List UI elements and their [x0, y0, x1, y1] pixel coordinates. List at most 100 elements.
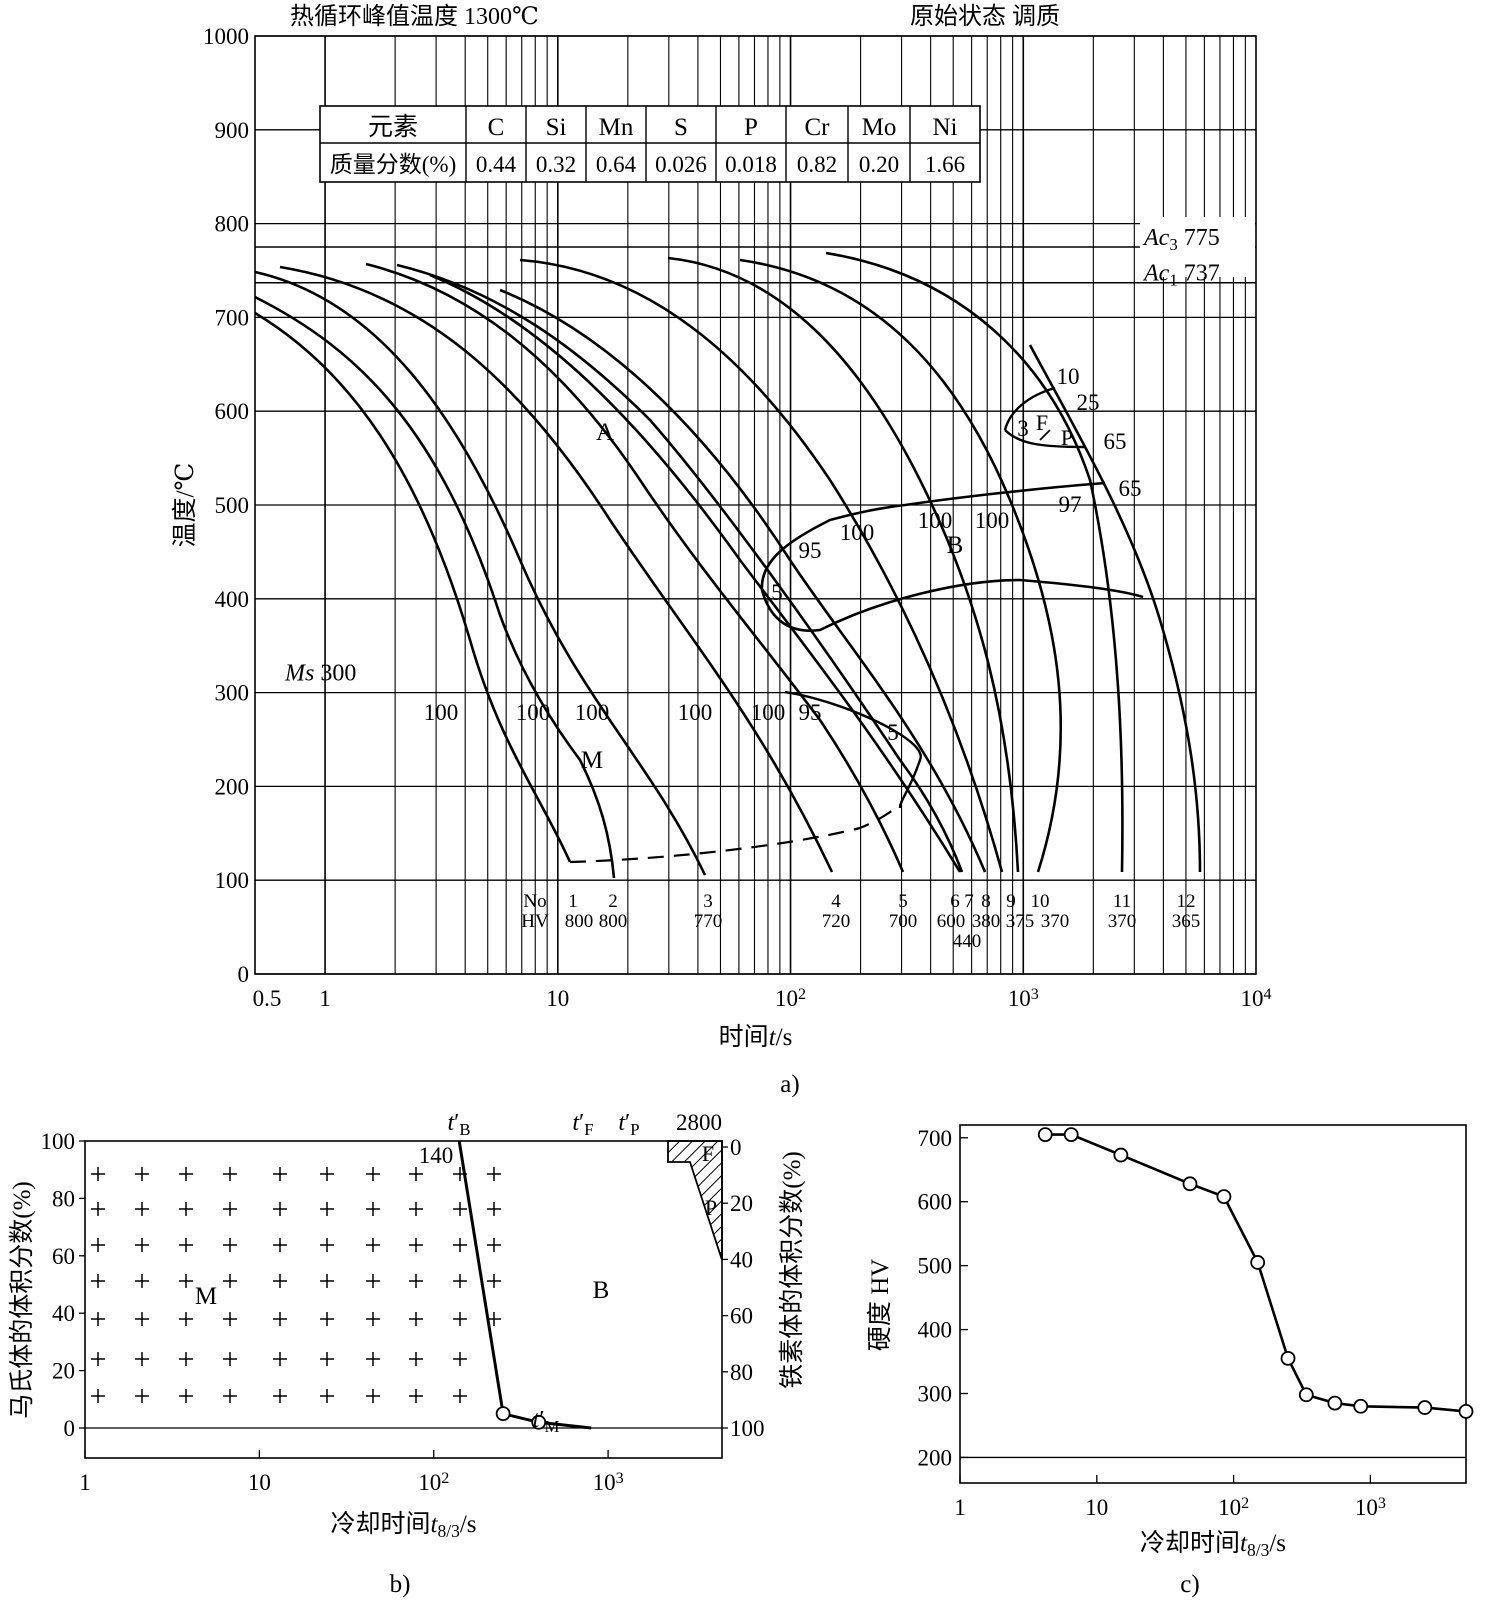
b-annotation-tM: t′M	[533, 1407, 560, 1436]
ac1-label: Ac1 737	[1142, 261, 1220, 290]
b-y2-tick-label: 100	[730, 1416, 765, 1441]
b-martensite-cross	[91, 1274, 105, 1288]
a-panel-caption: a)	[780, 1071, 799, 1098]
c-hardness-point	[1280, 1350, 1296, 1366]
a-x-tick-label: 10	[546, 986, 569, 1011]
a-percent-label: 65	[1119, 476, 1142, 501]
b-martensite-cross	[409, 1238, 423, 1252]
cooling-curve	[279, 265, 834, 873]
composition-header-1: C	[488, 114, 505, 141]
a-percent-label: 100	[516, 700, 551, 725]
a-y-tick-label: 600	[215, 399, 250, 424]
a-y-tick-label: 1000	[203, 24, 249, 49]
a-curve-number: 10	[1031, 891, 1050, 912]
b-martensite-cross	[179, 1389, 193, 1403]
c-y-tick-label: 300	[918, 1382, 953, 1407]
a-x-tick-label: 102	[775, 986, 806, 1011]
a-x-tick-label: 0.5	[253, 986, 282, 1011]
b-annotation-tB: t′B	[447, 1110, 470, 1139]
a-percent-label: 3	[1017, 416, 1029, 441]
b-martensite-cross	[320, 1167, 334, 1181]
b-marker	[531, 1414, 547, 1430]
a-phase-label-P: P	[1061, 425, 1073, 450]
a-curve-number: 9	[1006, 891, 1016, 912]
a-curve-number: 7	[964, 891, 974, 912]
b-martensite-cross	[366, 1167, 380, 1181]
a-curve-number: 6	[950, 891, 960, 912]
cooling-curve	[254, 270, 707, 876]
c-hardness-point	[1417, 1400, 1433, 1415]
b-martensite-cross	[223, 1352, 237, 1366]
b-martensite-cross	[453, 1352, 467, 1366]
b-martensite-cross	[320, 1274, 334, 1288]
b-annotation-tB-value: 140	[419, 1143, 454, 1168]
b-martensite-cross	[273, 1167, 287, 1181]
cooling-curve	[254, 295, 616, 879]
a-curve-hardness: 365	[1172, 911, 1201, 932]
b-martensite-cross	[273, 1274, 287, 1288]
b-martensite-cross	[135, 1274, 149, 1288]
a-title-left: 热循环峰值温度 1300℃	[290, 3, 539, 30]
b-martensite-cross	[366, 1274, 380, 1288]
cooling-curve	[254, 311, 572, 863]
a-x-tick-label: 104	[1240, 986, 1271, 1011]
ac-label-bg	[1140, 217, 1255, 278]
a-curve-hardness: 370	[1108, 911, 1137, 932]
composition-header-8: Ni	[933, 114, 958, 141]
b-martensite-cross	[366, 1202, 380, 1216]
c-y-tick-label: 400	[918, 1318, 953, 1343]
c-x-tick-label: 102	[1218, 1495, 1249, 1520]
b-annotation-tF: t′F	[572, 1110, 593, 1139]
a-curve-hardness: 720	[822, 911, 851, 932]
b-martensite-cross	[409, 1167, 423, 1181]
a-percent-label: 100	[840, 520, 875, 545]
c-x-tick-label: 1	[954, 1495, 966, 1520]
composition-row-label: 质量分数(%)	[330, 152, 456, 177]
a-percent-label: 100	[424, 700, 459, 725]
a-percent-label: 10	[1057, 364, 1080, 389]
a-percent-label: 25	[1077, 390, 1100, 415]
martensite-finish-boundary-right	[784, 690, 922, 809]
a-curve-number: 5	[898, 891, 908, 912]
composition-value-2: 0.64	[596, 152, 637, 177]
b-martensite-cross	[273, 1352, 287, 1366]
a-curve-number: 12	[1177, 891, 1196, 912]
ferrite-start-boundary	[1003, 386, 1056, 431]
b-martensite-cross	[487, 1167, 501, 1181]
c-plot-frame	[959, 1124, 1467, 1484]
ms-label: Ms 300	[284, 661, 356, 687]
c-hardness-point	[1037, 1127, 1053, 1142]
a-curve-hardness: 600	[937, 911, 966, 932]
a-percent-label: 65	[1104, 429, 1127, 454]
pearlite-boundary	[1004, 429, 1086, 449]
a-y-tick-label: 100	[215, 868, 250, 893]
c-panel-caption: c)	[1180, 1571, 1199, 1598]
b-martensite-cross	[366, 1389, 380, 1403]
b-y2-tick-label: 60	[730, 1304, 753, 1329]
c-hardness-point	[1353, 1398, 1369, 1414]
b-region-label-M: M	[195, 1283, 217, 1310]
b-martensite-cross	[409, 1202, 423, 1216]
a-hv-label: HV	[521, 911, 549, 932]
a-curve-number: 8	[981, 891, 991, 912]
b-annotation-tP: t′P	[618, 1110, 639, 1139]
a-percent-label: 100	[678, 700, 713, 725]
composition-header-5: P	[744, 114, 758, 141]
b-y-tick-label: 0	[64, 1416, 76, 1441]
composition-value-5: 0.82	[797, 152, 837, 177]
a-y-tick-label: 900	[215, 118, 250, 143]
b-region-label-F: F	[702, 1141, 714, 1166]
c-y-axis-title: 硬度 HV	[866, 1259, 894, 1351]
b-x-tick-label: 103	[593, 1470, 624, 1495]
b-x-tick-label: 1	[79, 1470, 91, 1495]
c-x-tick-label: 10	[1085, 1495, 1108, 1520]
composition-value-4: 0.018	[725, 152, 777, 177]
b-martensite-cross	[135, 1352, 149, 1366]
b-y-tick-label: 100	[41, 1129, 76, 1154]
a-y-tick-label: 0	[238, 962, 250, 987]
b-martensite-cross	[409, 1274, 423, 1288]
b-martensite-cross	[273, 1312, 287, 1326]
a-no-label: No	[523, 891, 546, 912]
b-y2-tick-label: 20	[730, 1191, 753, 1216]
